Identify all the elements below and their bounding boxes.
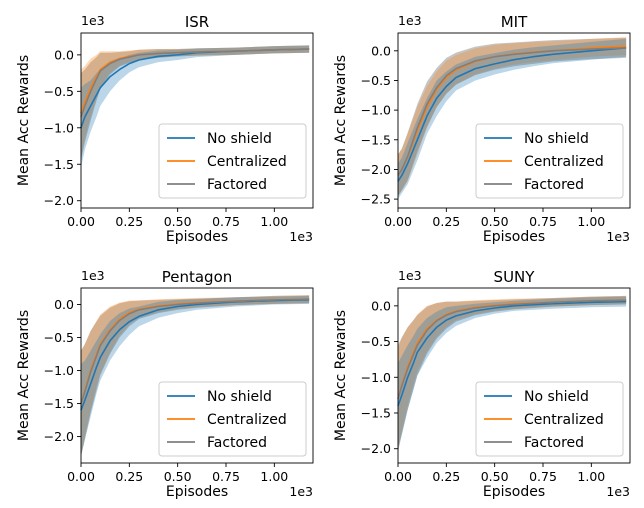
x-tick-label: 0.00 bbox=[384, 469, 412, 484]
x-tick-label: 0.00 bbox=[67, 469, 95, 484]
series-line-2 bbox=[80, 298, 310, 404]
plot-frame bbox=[80, 287, 314, 464]
legend-label-1: Centralized bbox=[524, 154, 604, 170]
legend-label-0: No shield bbox=[207, 131, 272, 147]
chart-title: ISR bbox=[185, 13, 209, 31]
x-axis-label: Episodes bbox=[166, 484, 228, 500]
plot-frame bbox=[397, 287, 631, 464]
legend-label-0: No shield bbox=[524, 131, 589, 147]
y-tick-label: −2.5 bbox=[361, 192, 391, 207]
y-tick-label: −1.0 bbox=[361, 103, 391, 118]
legend-label-1: Centralized bbox=[524, 412, 604, 428]
x-tick-label: 0.25 bbox=[432, 469, 460, 484]
legend-label-1: Centralized bbox=[207, 154, 287, 170]
y-tick-label: −1.5 bbox=[44, 396, 74, 411]
x-axis-label: Episodes bbox=[483, 484, 545, 500]
y-tick-label: −2.0 bbox=[44, 429, 74, 444]
x-axis-label: Episodes bbox=[166, 229, 228, 245]
chart-panel-3: 0.00 0.25 0.50 0.75 1.00 −2.0 −1.5 −1.0 −0.5 0.0 S… bbox=[333, 268, 631, 500]
x-tick-label: 0.25 bbox=[115, 214, 143, 229]
y-axis-label: Mean Acc Rewards bbox=[333, 310, 349, 441]
y-tick-label: −0.5 bbox=[44, 84, 74, 99]
chart-panel-1: 0.00 0.25 0.50 0.75 1.00 −2.5 −2.0 −1.5 −1.0 −0.5… bbox=[333, 13, 631, 245]
legend-label-2: Factored bbox=[524, 177, 584, 193]
x-tick-label: 1.00 bbox=[577, 214, 605, 229]
series-line-0 bbox=[397, 300, 627, 407]
x-tick-label: 0.00 bbox=[67, 214, 95, 229]
y-tick-label: 0.0 bbox=[54, 297, 74, 312]
x-tick-label: 0.25 bbox=[115, 469, 143, 484]
series-line-2 bbox=[397, 47, 627, 176]
series-line-2 bbox=[80, 48, 310, 118]
chart-panel-2: 0.00 0.25 0.50 0.75 1.00 −2.0 −1.5 −1.0 −0.5 0.0 P… bbox=[16, 268, 314, 500]
y-offset-label: 1e3 bbox=[398, 268, 422, 283]
series-band-1 bbox=[81, 45, 310, 157]
legend-label-2: Factored bbox=[207, 435, 267, 451]
plot-frame bbox=[80, 32, 314, 209]
series-line-0 bbox=[397, 47, 627, 182]
y-tick-label: −1.5 bbox=[44, 157, 74, 172]
y-offset-label: 1e3 bbox=[81, 13, 105, 28]
y-tick-label: −2.0 bbox=[361, 162, 391, 177]
x-axis-label: Episodes bbox=[483, 229, 545, 245]
y-tick-label: −1.0 bbox=[361, 370, 391, 385]
x-tick-label: 0.25 bbox=[432, 214, 460, 229]
x-offset-label: 1e3 bbox=[606, 484, 630, 499]
series-band-1 bbox=[398, 37, 627, 197]
y-tick-label: −1.0 bbox=[44, 363, 74, 378]
y-tick-label: 0.0 bbox=[371, 298, 391, 313]
x-offset-label: 1e3 bbox=[606, 229, 630, 244]
x-tick-label: 0.00 bbox=[384, 214, 412, 229]
y-tick-label: −1.5 bbox=[361, 132, 391, 147]
legend-box bbox=[158, 123, 307, 199]
legend-label-2: Factored bbox=[207, 177, 267, 193]
chart-title: Pentagon bbox=[162, 268, 233, 286]
y-tick-label: −0.5 bbox=[361, 334, 391, 349]
legend-box bbox=[158, 381, 307, 457]
y-offset-label: 1e3 bbox=[81, 268, 105, 283]
chart-title: MIT bbox=[501, 13, 528, 31]
y-tick-label: −2.0 bbox=[44, 193, 74, 208]
series-line-2 bbox=[397, 299, 627, 399]
y-axis-label: Mean Acc Rewards bbox=[16, 310, 32, 441]
legend-box bbox=[475, 123, 624, 199]
x-offset-label: 1e3 bbox=[289, 484, 313, 499]
y-tick-label: −1.0 bbox=[44, 120, 74, 135]
y-tick-label: 0.0 bbox=[54, 47, 74, 62]
legend-label-0: No shield bbox=[207, 389, 272, 405]
y-offset-label: 1e3 bbox=[398, 13, 422, 28]
chart-title: SUNY bbox=[494, 268, 536, 286]
x-tick-label: 0.50 bbox=[481, 469, 509, 484]
x-tick-label: 0.75 bbox=[212, 469, 240, 484]
plot-frame bbox=[397, 32, 631, 209]
series-line-0 bbox=[80, 299, 310, 411]
x-tick-label: 0.50 bbox=[481, 214, 509, 229]
legend-label-1: Centralized bbox=[207, 412, 287, 428]
x-tick-label: 0.50 bbox=[164, 469, 192, 484]
x-tick-label: 0.75 bbox=[212, 214, 240, 229]
chart-panel-0: 0.00 0.25 0.50 0.75 1.00 −2.0 −1.5 −1.0 −0.5 0.0 I… bbox=[16, 13, 314, 245]
y-axis-label: Mean Acc Rewards bbox=[333, 55, 349, 186]
series-band-2 bbox=[81, 45, 310, 161]
y-axis-label: Mean Acc Rewards bbox=[16, 55, 32, 186]
y-tick-label: −0.5 bbox=[44, 330, 74, 345]
x-tick-label: 1.00 bbox=[577, 469, 605, 484]
y-tick-label: −1.5 bbox=[361, 406, 391, 421]
y-tick-label: 0.0 bbox=[371, 43, 391, 58]
y-tick-label: −2.0 bbox=[361, 441, 391, 456]
y-tick-label: −0.5 bbox=[361, 73, 391, 88]
x-tick-label: 1.00 bbox=[260, 469, 288, 484]
x-tick-label: 0.50 bbox=[164, 214, 192, 229]
x-tick-label: 0.75 bbox=[529, 214, 557, 229]
x-tick-label: 0.75 bbox=[529, 469, 557, 484]
legend-box bbox=[475, 381, 624, 457]
legend-label-0: No shield bbox=[524, 389, 589, 405]
x-tick-label: 1.00 bbox=[260, 214, 288, 229]
legend-label-2: Factored bbox=[524, 435, 584, 451]
x-offset-label: 1e3 bbox=[289, 229, 313, 244]
